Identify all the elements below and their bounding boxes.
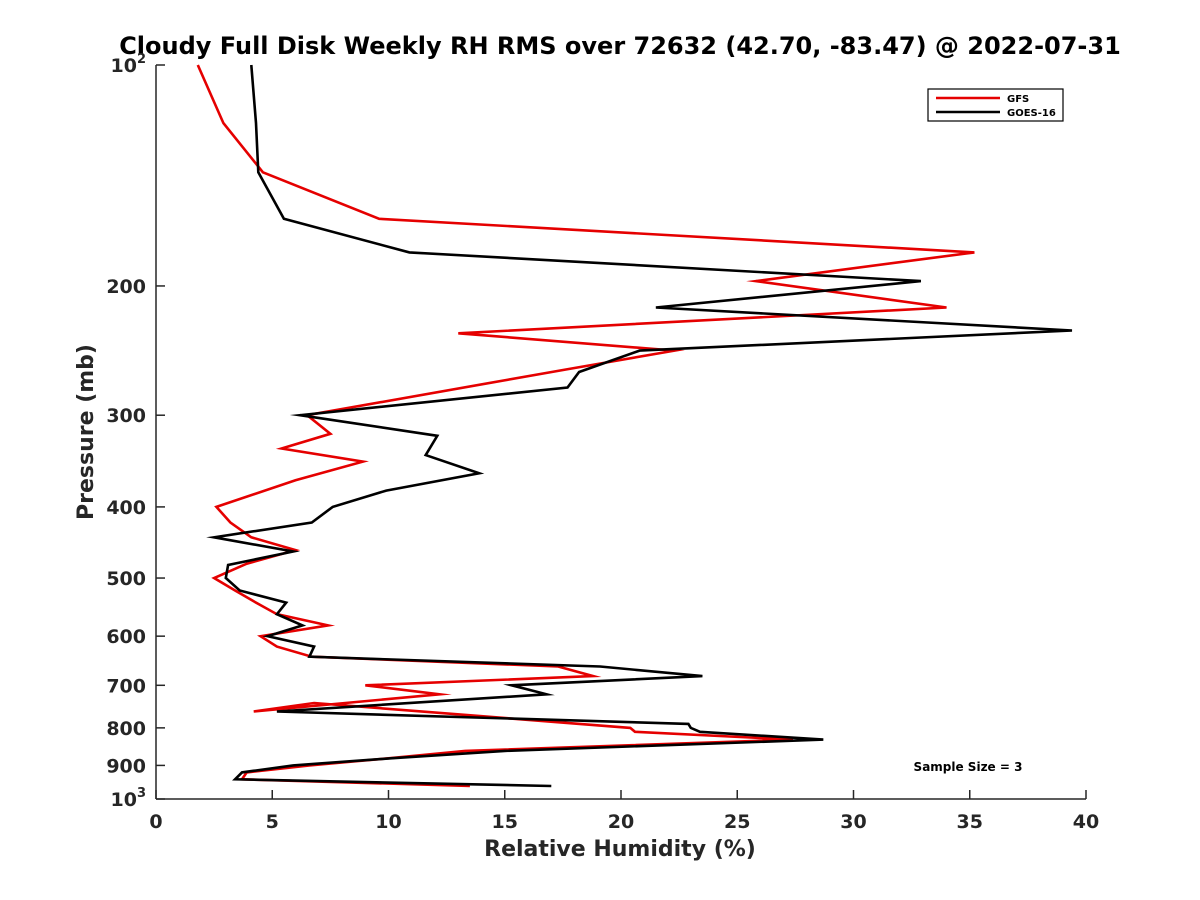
y-tick-label: 500 [106, 568, 146, 590]
legend-label-gfs: GFS [1007, 94, 1029, 105]
x-tick-label: 30 [840, 811, 866, 833]
y-tick-label: 400 [106, 497, 146, 519]
axis-ticks: 0 5 10 15 20 25 30 35 40 102 200 300 400 500 600 700 800… [106, 52, 1099, 833]
x-tick-label: 5 [266, 811, 279, 833]
series-line-goes-16 [206, 64, 1073, 788]
x-axis-label: Relative Humidity (%) [484, 837, 756, 862]
y-tick-label: 300 [106, 405, 146, 427]
y-tick-label: 700 [106, 675, 146, 697]
legend: GFS GOES-16 [927, 88, 1064, 122]
chart-title: Cloudy Full Disk Weekly RH RMS over 7263… [119, 32, 1121, 60]
y-axis-label: Pressure (mb) [74, 344, 99, 520]
y-tick-label: 103 [111, 786, 147, 811]
x-tick-label: 25 [724, 811, 750, 833]
legend-box [927, 88, 1064, 122]
x-tick-label: 15 [492, 811, 518, 833]
data-lines [196, 64, 1073, 788]
x-tick-label: 35 [957, 811, 983, 833]
x-tick-label: 10 [375, 811, 401, 833]
x-tick-label: 0 [149, 811, 162, 833]
x-tick-label: 20 [608, 811, 634, 833]
plot-area [156, 65, 1086, 799]
y-tick-label: 900 [106, 755, 146, 777]
y-tick-label: 800 [106, 718, 146, 740]
x-tick-label: 40 [1073, 811, 1099, 833]
y-tick-label: 200 [106, 276, 146, 298]
sample-size-annotation: Sample Size = 3 [914, 760, 1023, 774]
y-tick-label: 600 [106, 626, 146, 648]
y-tick-label: 102 [111, 52, 147, 77]
series-line-gfs [196, 64, 975, 788]
legend-label-goes-16: GOES-16 [1007, 108, 1056, 119]
